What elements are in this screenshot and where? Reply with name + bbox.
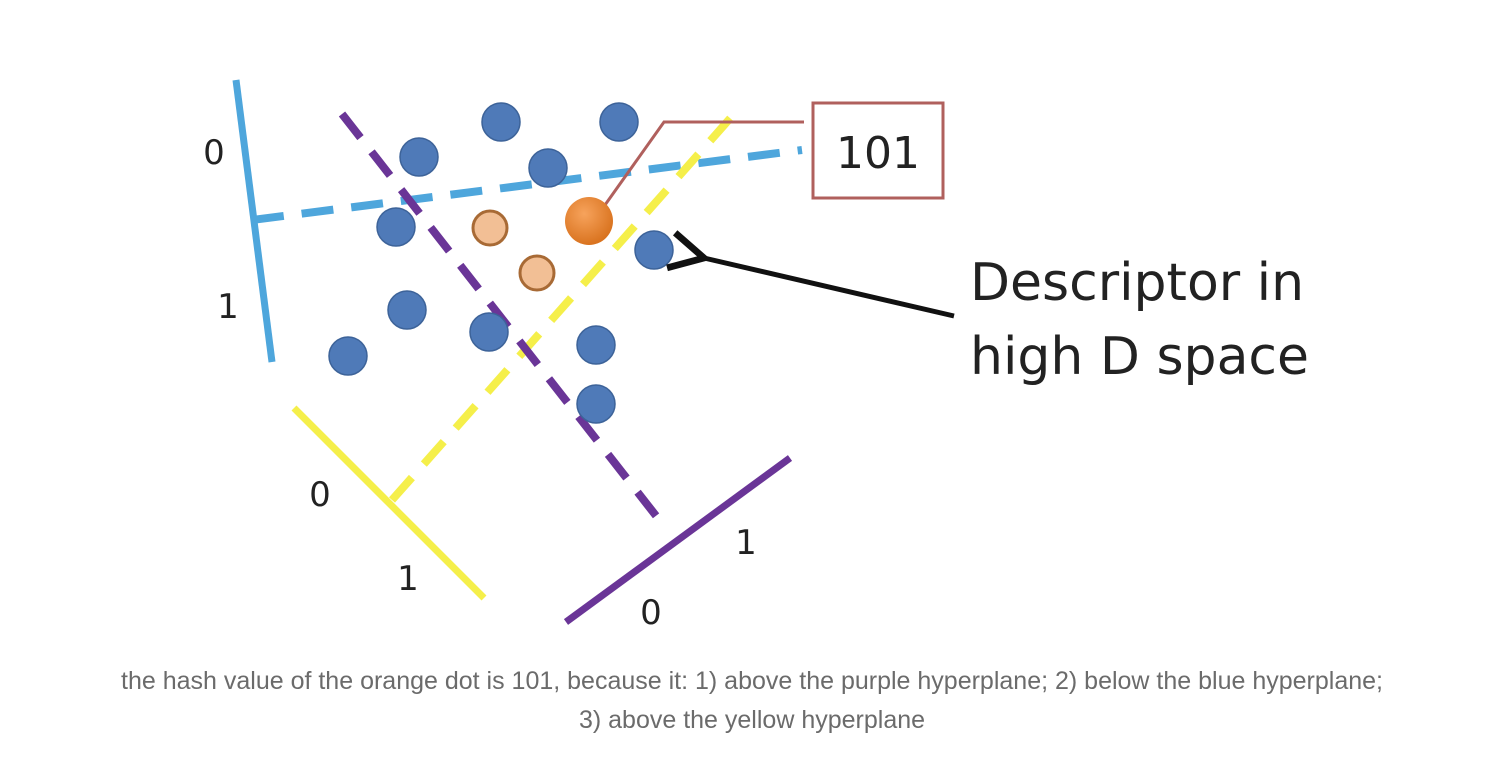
code-leader-line: [598, 120, 804, 213]
neighbor-dot: [518, 254, 556, 292]
yellow-side-label-0: 0: [309, 475, 331, 515]
caption-line-1: the hash value of the orange dot is 101,…: [121, 667, 1383, 695]
descriptor-dot: [376, 207, 416, 247]
yellow-side-label-1: 1: [397, 559, 419, 599]
lsh-hyperplane-diagram: 0 1 0 1 1 0 101 Descriptor in high D spa…: [203, 79, 1309, 633]
descriptor-dot: [469, 312, 509, 352]
callout-line-2: high D space: [970, 327, 1309, 387]
caption-line-2: 3) above the yellow hyperplane: [578, 706, 926, 734]
descriptor-dot: [387, 290, 427, 330]
purple-side-label-1: 1: [735, 523, 757, 563]
neighbor-dot: [471, 209, 509, 247]
descriptor-dot: [399, 137, 439, 177]
query-dot: [565, 197, 613, 245]
descriptor-dot: [328, 336, 368, 376]
yellow-hyperplane: [389, 111, 737, 503]
hash-code-box: [811, 101, 945, 200]
yellow-hyperplane-normal-axis: [291, 405, 487, 601]
blue-hyperplane: [251, 146, 803, 224]
descriptor-dot: [576, 325, 616, 365]
descriptor-dot: [528, 148, 568, 188]
figure-caption: the hash value of the orange dot is 101,…: [0, 662, 1504, 740]
descriptor-dot: [576, 384, 616, 424]
descriptor-dot: [599, 102, 639, 142]
blue-side-label-0: 0: [203, 133, 225, 173]
purple-side-label-0: 0: [640, 593, 662, 633]
purple-hyperplane-normal-axis: [563, 455, 793, 625]
callout-line-1: Descriptor in: [970, 253, 1304, 313]
descriptor-dot: [634, 230, 674, 270]
hash-code-label: 101: [836, 128, 920, 179]
blue-side-label-1: 1: [217, 287, 239, 327]
descriptor-arrow: [704, 258, 955, 319]
descriptor-dot: [481, 102, 521, 142]
descriptor-dots: [328, 102, 674, 424]
